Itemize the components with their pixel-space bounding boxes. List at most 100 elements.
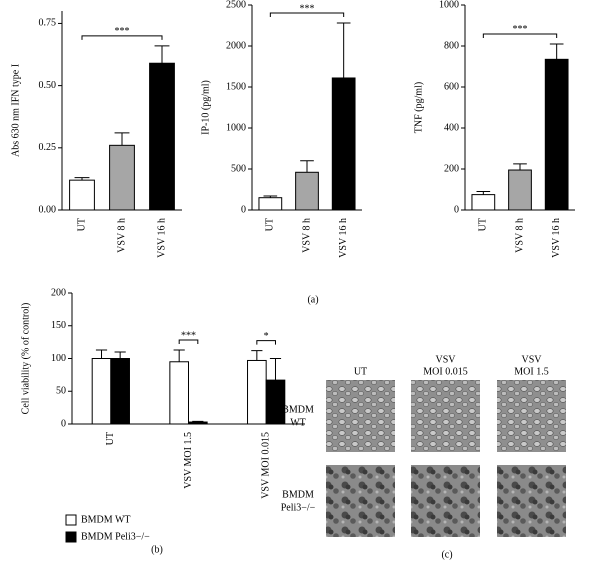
- x-tick-label: VSV 8 h: [301, 218, 312, 253]
- significance-bracket: [81, 35, 163, 40]
- column-header: MOI 0.015: [423, 366, 467, 377]
- error-bar: [192, 420, 204, 423]
- row-label: BMDM: [282, 489, 314, 500]
- error-bar: [263, 195, 278, 198]
- bar: [188, 421, 208, 425]
- bar: [247, 359, 267, 425]
- legend-label: BMDM WT: [81, 514, 131, 525]
- y-tick-label: 0.25: [39, 142, 57, 153]
- y-tick-label: 600: [444, 81, 459, 92]
- x-tick-label: UT: [76, 218, 87, 231]
- error-bar: [336, 22, 351, 78]
- y-tick-label: 0: [241, 204, 246, 215]
- significance-label: ***: [513, 24, 528, 35]
- legend-swatch: [65, 531, 77, 543]
- micrograph: [497, 465, 566, 537]
- error-bar: [300, 160, 314, 173]
- y-tick-label: 50: [56, 386, 66, 397]
- panel-label: (c): [441, 549, 452, 560]
- error-bar: [251, 350, 263, 361]
- column-header: UT: [354, 366, 367, 377]
- panel-label: (a): [307, 294, 318, 305]
- x-tick-label: UT: [105, 432, 116, 445]
- error-bar: [95, 349, 108, 359]
- y-tick-label: 0: [61, 418, 66, 429]
- x-tick-label: VSV MOI 0.015: [260, 432, 271, 499]
- error-bar: [74, 177, 90, 181]
- y-axis-label: Abs 630 nm IFN type I: [10, 64, 21, 157]
- x-tick-label: UT: [265, 218, 276, 231]
- y-axis-label: TNF (pg/ml): [413, 82, 424, 133]
- bar: [109, 144, 135, 211]
- y-tick-label: 2500: [226, 0, 246, 10]
- y-tick-label: 1500: [226, 81, 246, 92]
- y-tick-label: 0.50: [39, 80, 57, 91]
- bar: [149, 62, 175, 211]
- bar: [265, 379, 286, 425]
- x-tick-label: VSV MOI 1.5: [183, 432, 194, 489]
- error-bar: [114, 351, 126, 359]
- y-tick-label: 200: [51, 287, 66, 298]
- y-tick-label: 0: [454, 204, 459, 215]
- bar: [169, 361, 189, 425]
- row-label: WT: [290, 417, 306, 428]
- legend-swatch: [65, 514, 77, 526]
- column-header: VSV: [435, 354, 456, 365]
- y-tick-label: 150: [51, 320, 66, 331]
- x-tick-label: VSV 8 h: [514, 218, 525, 253]
- error-bar: [549, 43, 564, 60]
- y-tick-label: 100: [51, 353, 66, 364]
- y-tick-label: 0.00: [39, 204, 57, 215]
- micrograph: [411, 380, 480, 452]
- error-bar: [154, 45, 170, 64]
- micrograph: [411, 465, 480, 537]
- y-tick-label: 500: [231, 163, 246, 174]
- y-tick-label: 400: [444, 122, 459, 133]
- bar: [295, 171, 319, 211]
- column-header: VSV: [521, 354, 542, 365]
- significance-label: ***: [115, 26, 130, 37]
- micrograph: [497, 380, 566, 452]
- column-header: MOI 1.5: [514, 366, 548, 377]
- x-tick-label: VSV 16 h: [156, 218, 167, 258]
- y-tick-label: 1000: [439, 0, 459, 10]
- significance-bracket: [269, 12, 345, 18]
- bar: [91, 358, 112, 425]
- panel-label: (b): [151, 544, 163, 555]
- legend-label: BMDM Peli3−/−: [81, 531, 150, 542]
- bar: [544, 58, 569, 211]
- x-tick-label: VSV 16 h: [551, 218, 562, 258]
- y-tick-label: 200: [444, 163, 459, 174]
- significance-label: ***: [181, 330, 196, 341]
- micrograph: [326, 465, 395, 537]
- error-bar: [513, 163, 527, 171]
- y-axis-label: IP-10 (pg/ml): [200, 80, 211, 135]
- x-tick-label: VSV 8 h: [116, 218, 127, 253]
- row-label: BMDM: [282, 404, 314, 415]
- bar: [471, 194, 496, 211]
- bar: [258, 197, 283, 211]
- bar: [331, 77, 356, 211]
- row-label: Peli3−/−: [281, 502, 316, 513]
- significance-bracket: [256, 340, 276, 345]
- significance-bracket: [482, 33, 558, 38]
- bar: [508, 169, 532, 211]
- x-tick-label: UT: [478, 218, 489, 231]
- significance-label: ***: [300, 3, 315, 14]
- error-bar: [114, 132, 130, 146]
- y-tick-label: 0.75: [39, 18, 57, 29]
- bar: [110, 358, 130, 425]
- y-axis-label: Cell viability (% of control): [20, 303, 31, 415]
- significance-bracket: [178, 339, 199, 344]
- micrograph: [326, 380, 395, 452]
- bar: [69, 179, 95, 211]
- y-tick-label: 2000: [226, 40, 246, 51]
- y-tick-label: 800: [444, 40, 459, 51]
- significance-label: *: [264, 331, 269, 342]
- error-bar: [269, 358, 282, 381]
- error-bar: [476, 191, 491, 195]
- y-tick-label: 1000: [226, 122, 246, 133]
- x-tick-label: VSV 16 h: [338, 218, 349, 258]
